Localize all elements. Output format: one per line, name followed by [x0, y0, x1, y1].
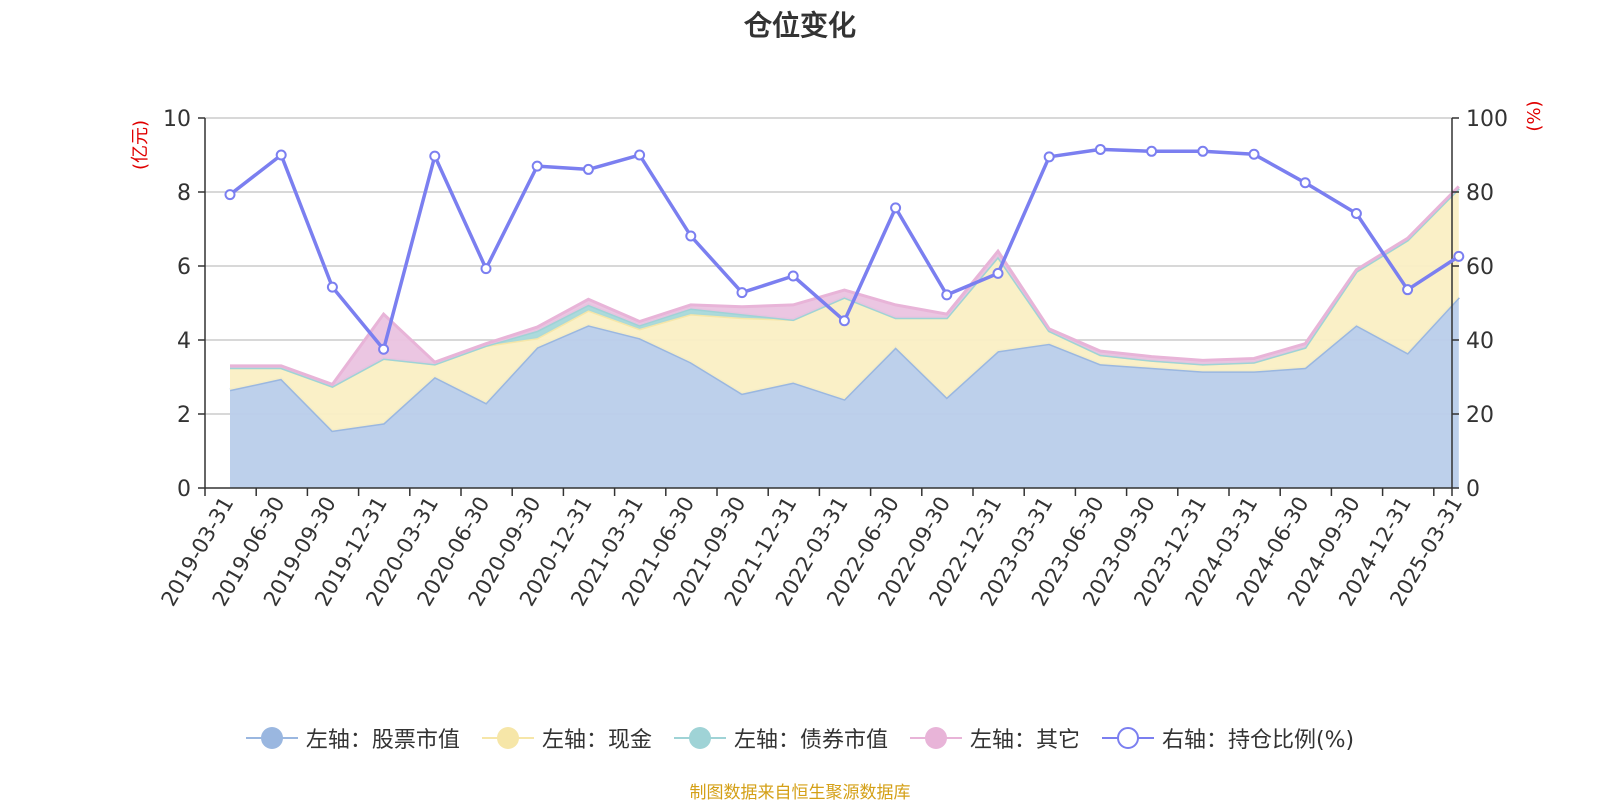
ratio-point — [378, 343, 390, 355]
ratio-point — [1299, 177, 1311, 189]
ratio-point — [685, 230, 697, 242]
legend-item[interactable]: 左轴：现金 — [481, 722, 652, 754]
area-左轴：其它 — [230, 186, 1459, 387]
ratio-point — [787, 270, 799, 282]
legend-item[interactable]: 左轴：其它 — [909, 722, 1080, 754]
ratio-point — [531, 160, 543, 172]
legend-symbol-icon — [1101, 725, 1154, 751]
legend-label: 左轴：股票市值 — [305, 728, 460, 753]
left-axis-unit: (亿元) — [130, 120, 151, 170]
legend-symbol-icon — [673, 725, 726, 751]
ratio-line — [224, 143, 1465, 355]
ratio-point — [1248, 148, 1260, 160]
left-tick-label: 4 — [177, 329, 191, 354]
legend-symbol-icon — [909, 725, 962, 751]
ratio-point — [1402, 284, 1414, 296]
left-tick-label: 0 — [177, 477, 191, 502]
ratio-point — [1043, 151, 1055, 163]
legend-label: 左轴：债券市值 — [733, 728, 888, 753]
area-line-左轴：其它 — [230, 185, 1460, 387]
area-左轴：债券市值 — [230, 188, 1459, 387]
ratio-point — [941, 289, 953, 301]
left-tick-label: 6 — [177, 255, 191, 280]
ratio-point — [429, 150, 441, 162]
legend-item[interactable]: 左轴：股票市值 — [245, 722, 460, 754]
right-tick-label: 60 — [1466, 255, 1494, 280]
legend-label: 左轴：现金 — [541, 728, 652, 753]
ratio-point — [326, 281, 338, 293]
ratio-point — [1146, 145, 1158, 157]
right-tick-label: 40 — [1466, 329, 1494, 354]
ratio-point — [1094, 143, 1106, 155]
ratio-point — [275, 149, 287, 161]
ratio-point — [1350, 207, 1362, 219]
left-tick-label: 8 — [177, 181, 191, 206]
left-tick-label: 10 — [163, 107, 191, 132]
legend-label: 右轴：持仓比例(%) — [1161, 728, 1355, 753]
legend-symbol-icon — [481, 725, 534, 751]
ratio-point — [1197, 145, 1209, 157]
ratio-point — [582, 163, 594, 175]
legend: 左轴：股票市值 左轴：现金 左轴：债券市值 左轴：其它 右轴：持仓比例(%) — [0, 722, 1600, 754]
ratio-point — [838, 315, 850, 327]
area-左轴：现金 — [230, 188, 1459, 431]
stacked-areas — [229, 185, 1460, 488]
area-左轴：股票市值 — [230, 297, 1459, 488]
left-tick-label: 2 — [177, 403, 191, 428]
ratio-point — [890, 202, 902, 214]
right-tick-label: 80 — [1466, 181, 1494, 206]
ratio-point — [480, 263, 492, 275]
legend-label: 左轴：其它 — [969, 728, 1080, 753]
right-tick-label: 20 — [1466, 403, 1494, 428]
ratio-point — [224, 189, 236, 201]
right-tick-label: 0 — [1466, 477, 1480, 502]
legend-item[interactable]: 左轴：债券市值 — [673, 722, 888, 754]
legend-item[interactable]: 右轴：持仓比例(%) — [1101, 722, 1355, 754]
right-axis-unit: (%) — [1524, 100, 1545, 131]
right-tick-label: 100 — [1466, 107, 1508, 132]
legend-symbol-icon — [245, 725, 298, 751]
ratio-point — [736, 287, 748, 299]
ratio-point — [634, 149, 646, 161]
chart-title: 仓位变化 — [743, 9, 856, 42]
source-note: 制图数据来自恒生聚源数据库 — [689, 783, 911, 803]
ratio-point — [1453, 250, 1465, 262]
ratio-point — [992, 267, 1004, 279]
